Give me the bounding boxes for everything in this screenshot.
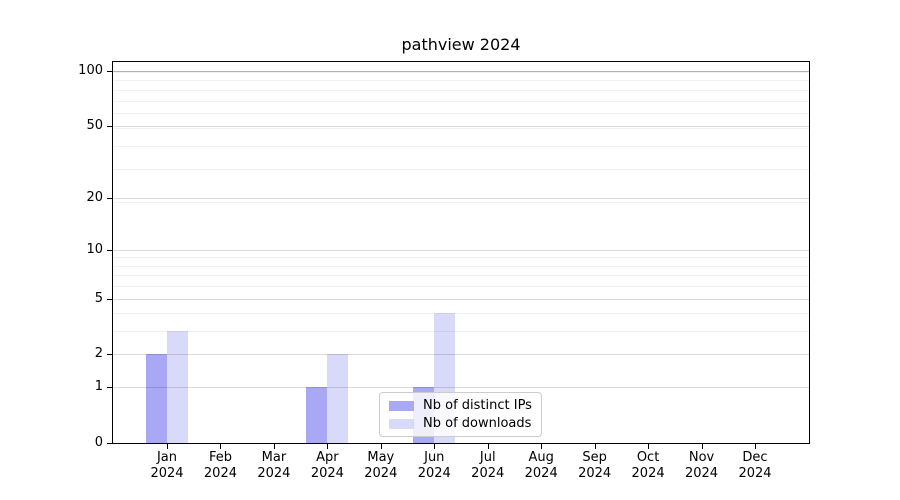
legend-label-distinct-ips: Nb of distinct IPs (423, 398, 532, 413)
x-tick-label-year: 2024 (524, 465, 558, 481)
x-tick-label: Dec 2024 (723, 450, 787, 481)
x-tick (434, 444, 436, 449)
legend: Nb of distinct IPs Nb of downloads (379, 392, 542, 437)
x-tick-label-year: 2024 (364, 465, 398, 481)
chart-title: pathview 2024 (401, 35, 521, 54)
x-tick-label: Jul 2024 (456, 450, 520, 481)
y-tick-label: 100 (78, 63, 103, 79)
y-tick (107, 387, 112, 389)
x-tick-label-year: 2024 (684, 465, 719, 481)
bar-distinct-ips-jan (146, 354, 167, 443)
x-tick (380, 444, 382, 449)
x-tick-label: Oct 2024 (616, 450, 680, 481)
x-tick-label-year: 2024 (631, 465, 665, 481)
x-tick-label: Feb 2024 (188, 450, 252, 481)
y-tick-label: 5 (94, 290, 103, 306)
x-tick-label: Aug 2024 (509, 450, 573, 481)
legend-label-downloads: Nb of downloads (423, 416, 532, 431)
bars-layer (113, 62, 809, 443)
y-tick-label: 2 (94, 346, 103, 362)
x-tick-label-year: 2024 (150, 465, 184, 481)
x-tick-label-year: 2024 (471, 465, 505, 481)
y-tick (107, 354, 112, 356)
y-tick-label: 0 (94, 435, 103, 450)
x-tick (487, 444, 489, 449)
x-tick (167, 444, 168, 449)
y-tick (107, 197, 112, 199)
y-tick (107, 443, 112, 444)
x-tick-label: Jun 2024 (402, 450, 466, 481)
x-tick-label: Sep 2024 (563, 450, 627, 481)
x-tick (541, 444, 543, 449)
bar-downloads-apr (327, 354, 349, 443)
y-tick (107, 298, 112, 300)
legend-item-downloads: Nb of downloads (389, 416, 532, 431)
x-tick-label-year: 2024 (203, 465, 237, 481)
y-tick-label: 10 (86, 241, 103, 257)
plot-area (112, 61, 810, 444)
y-tick (107, 126, 112, 128)
y-tick-label: 1 (94, 379, 103, 395)
x-tick-label-year: 2024 (257, 465, 291, 481)
x-tick (701, 444, 703, 449)
y-tick (107, 249, 112, 251)
legend-swatch-distinct-ips-icon (389, 400, 414, 411)
x-tick-label-year: 2024 (310, 465, 344, 481)
y-tick (107, 71, 112, 73)
y-tick-label: 50 (86, 118, 103, 134)
x-tick-label-year: 2024 (417, 465, 451, 481)
bar-distinct-ips-apr (306, 387, 328, 443)
x-tick (220, 444, 222, 449)
x-tick (594, 444, 596, 449)
y-tick-label: 20 (86, 189, 103, 205)
x-tick-label: Nov 2024 (670, 450, 734, 481)
x-tick (327, 444, 329, 449)
x-tick-label-year: 2024 (738, 465, 772, 481)
x-tick-label: Jan 2024 (135, 450, 199, 481)
x-tick (273, 444, 275, 449)
x-tick-label: Apr 2024 (295, 450, 359, 481)
x-tick-label-year: 2024 (578, 465, 612, 481)
x-tick (755, 444, 756, 449)
legend-swatch-downloads-icon (389, 418, 414, 429)
legend-item-distinct-ips: Nb of distinct IPs (389, 398, 532, 413)
x-tick-label: May 2024 (349, 450, 413, 481)
x-tick (648, 444, 650, 449)
x-tick-label: Mar 2024 (242, 450, 306, 481)
bar-downloads-jan (167, 331, 188, 443)
